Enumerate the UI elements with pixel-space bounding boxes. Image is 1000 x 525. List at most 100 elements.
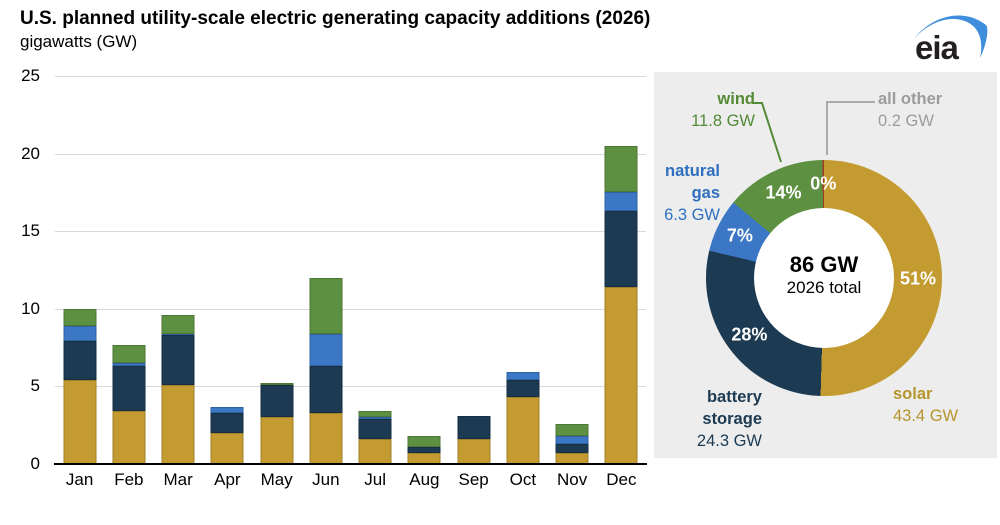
x-tick-aug: Aug bbox=[409, 470, 440, 489]
bar-segment-wind-feb bbox=[112, 344, 146, 364]
y-tick-25: 25 bbox=[21, 66, 40, 85]
y-axis: 0 5 10 15 20 25 bbox=[0, 67, 44, 473]
bar-segment-wind-nov bbox=[555, 423, 589, 437]
bar-slot-oct bbox=[498, 76, 547, 464]
natural-gas-label-line1: natural bbox=[664, 162, 720, 180]
bar-segment-natural-gas-feb bbox=[112, 363, 146, 367]
bar-segment-battery-storage-mar bbox=[161, 335, 195, 385]
x-tick-jul: Jul bbox=[364, 470, 386, 489]
bar-slot-feb bbox=[104, 76, 153, 464]
y-tick-5: 5 bbox=[30, 376, 40, 396]
callout-lines bbox=[752, 101, 875, 163]
donut-pct-wind: 14% bbox=[765, 182, 802, 203]
bar-slot-aug bbox=[400, 76, 449, 464]
bar-segment-natural-gas-jul bbox=[358, 417, 392, 419]
bar-segment-solar-sep bbox=[457, 439, 491, 464]
bar-segment-wind-aug bbox=[407, 436, 441, 447]
battery-label-line2: storage bbox=[702, 410, 762, 428]
x-axis-line bbox=[54, 463, 647, 465]
bar-jul bbox=[358, 411, 392, 464]
all-other-label-name: all other bbox=[878, 90, 943, 108]
bar-segment-natural-gas-mar bbox=[161, 333, 195, 336]
bar-segment-natural-gas-nov bbox=[555, 436, 589, 444]
donut-pct-battery-storage: 28% bbox=[731, 324, 768, 345]
x-tick-may: May bbox=[260, 470, 293, 489]
bar-segment-natural-gas-apr bbox=[210, 406, 244, 413]
gridline-20 bbox=[55, 153, 646, 155]
solar-label-value: 43.4 GW bbox=[893, 407, 959, 425]
gridline-5 bbox=[55, 386, 646, 388]
bar-segment-solar-oct bbox=[506, 397, 540, 464]
bar-slot-mar bbox=[154, 76, 203, 464]
bar-jan bbox=[63, 308, 97, 464]
x-tick-jan: Jan bbox=[65, 470, 94, 489]
bar-segment-solar-apr bbox=[210, 432, 244, 464]
bar-slot-jul bbox=[351, 76, 400, 464]
bar-jun bbox=[309, 277, 343, 464]
bar-may bbox=[260, 383, 294, 464]
donut-hole bbox=[754, 208, 894, 348]
bar-oct bbox=[506, 372, 540, 464]
y-tick-15: 15 bbox=[21, 221, 40, 241]
bar-segment-battery-storage-jan bbox=[63, 341, 97, 381]
bar-segment-solar-jan bbox=[63, 380, 97, 464]
bar-segment-battery-storage-aug bbox=[407, 446, 441, 454]
bar-segment-natural-gas-dec bbox=[604, 192, 638, 212]
bar-slot-may bbox=[252, 76, 301, 464]
bar-segment-solar-mar bbox=[161, 384, 195, 464]
gridline-15 bbox=[55, 231, 646, 233]
all-other-callout-line bbox=[826, 101, 875, 155]
bar-aug bbox=[407, 436, 441, 464]
bar-segment-wind-may bbox=[260, 383, 294, 385]
bar-sep bbox=[457, 415, 491, 464]
bar-segment-battery-storage-apr bbox=[210, 412, 244, 433]
bar-segment-solar-jul bbox=[358, 439, 392, 464]
bar-segment-natural-gas-jan bbox=[63, 325, 97, 342]
bar-segment-natural-gas-jun bbox=[309, 333, 343, 367]
wind-callout-line bbox=[752, 102, 782, 163]
all-other-label-value: 0.2 GW bbox=[878, 112, 934, 130]
donut-pct-all-other: 0% bbox=[810, 173, 837, 194]
battery-label-line1: battery bbox=[706, 388, 762, 406]
x-tick-mar: Mar bbox=[163, 470, 193, 489]
donut-pct-solar: 51% bbox=[899, 268, 936, 289]
bar-dec bbox=[604, 145, 638, 464]
wind-label: wind 11.8 GW bbox=[691, 88, 755, 132]
wind-label-value: 11.8 GW bbox=[691, 112, 755, 130]
bar-apr bbox=[210, 406, 244, 464]
stacked-bar-chart bbox=[54, 76, 647, 465]
bar-segment-solar-nov bbox=[555, 453, 589, 464]
bar-feb bbox=[112, 344, 146, 464]
natural-gas-label-line2: gas bbox=[691, 184, 720, 202]
x-tick-oct: Oct bbox=[509, 470, 537, 489]
bar-segment-natural-gas-oct bbox=[506, 372, 540, 381]
bars bbox=[55, 76, 646, 464]
x-tick-feb: Feb bbox=[114, 470, 144, 489]
all-other-label: all other 0.2 GW bbox=[878, 88, 942, 132]
y-tick-10: 10 bbox=[21, 298, 40, 318]
bar-segment-battery-storage-oct bbox=[506, 380, 540, 398]
page-title: U.S. planned utility-scale electric gene… bbox=[20, 8, 651, 29]
bar-segment-solar-jun bbox=[309, 412, 343, 464]
solar-label: solar 43.4 GW bbox=[893, 383, 958, 427]
bar-segment-solar-may bbox=[260, 417, 294, 464]
bar-segment-battery-storage-may bbox=[260, 384, 294, 418]
bar-segment-battery-storage-feb bbox=[112, 366, 146, 412]
x-tick-apr: Apr bbox=[214, 470, 241, 489]
bar-segment-battery-storage-dec bbox=[604, 211, 638, 288]
bar-segment-battery-storage-sep bbox=[457, 415, 491, 440]
battery-label-value: 24.3 GW bbox=[696, 432, 762, 450]
bar-slot-nov bbox=[548, 76, 597, 464]
bar-slot-jan bbox=[55, 76, 104, 464]
bar-segment-battery-storage-jun bbox=[309, 366, 343, 413]
x-tick-sep: Sep bbox=[458, 470, 489, 489]
bar-segment-solar-feb bbox=[112, 411, 146, 464]
donut-panel: 51% 28% 7% 14% 0% 86 GW 2026 total wind 11.8… bbox=[654, 72, 997, 458]
y-tick-0: 0 bbox=[30, 454, 40, 473]
eia-logo-text: eia bbox=[915, 29, 960, 62]
x-tick-dec: Dec bbox=[606, 470, 637, 489]
bar-slot-dec bbox=[597, 76, 646, 464]
natural-gas-label: natural gas 6.3 GW bbox=[664, 160, 720, 226]
bar-segment-battery-storage-nov bbox=[555, 443, 589, 454]
